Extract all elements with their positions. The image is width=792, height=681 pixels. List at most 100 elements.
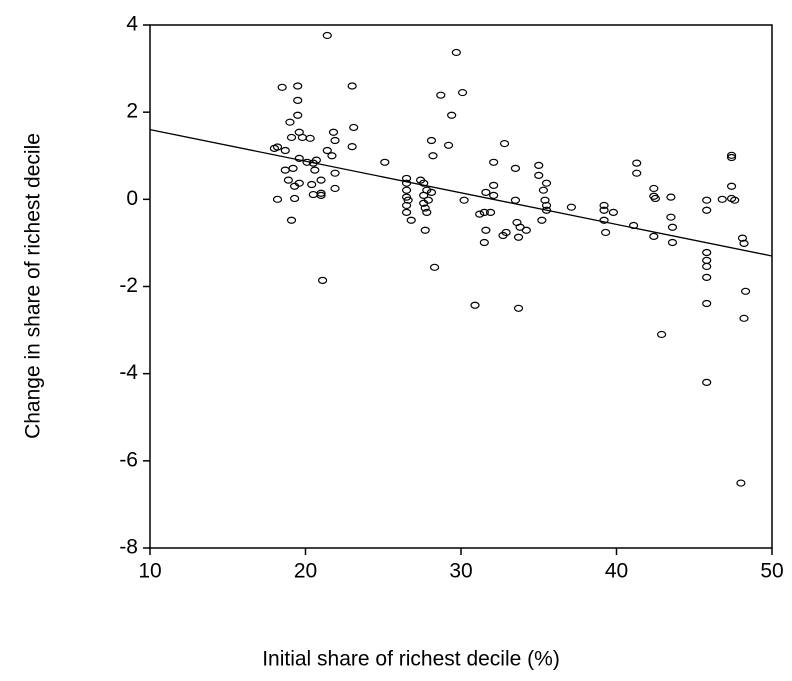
point xyxy=(347,82,357,90)
point xyxy=(272,143,283,151)
point xyxy=(601,228,611,237)
point xyxy=(649,184,659,193)
point xyxy=(537,216,547,224)
point xyxy=(272,195,283,203)
point xyxy=(288,164,298,172)
point xyxy=(322,146,332,155)
point xyxy=(457,88,468,97)
point xyxy=(510,196,521,204)
point xyxy=(513,304,524,312)
point xyxy=(667,238,678,247)
point xyxy=(308,190,318,199)
point xyxy=(316,191,326,200)
point xyxy=(330,136,340,145)
point xyxy=(599,216,609,224)
point xyxy=(297,133,307,142)
point xyxy=(534,171,544,179)
point xyxy=(401,208,412,217)
point xyxy=(513,233,524,241)
point xyxy=(327,152,337,160)
point xyxy=(293,111,303,119)
y-tick-label: 4 xyxy=(126,13,138,36)
point xyxy=(702,273,712,281)
x-tick-label: 50 xyxy=(760,560,783,583)
point xyxy=(501,228,511,237)
y-tick-label: 2 xyxy=(126,100,138,123)
point xyxy=(632,159,642,167)
point xyxy=(280,166,290,174)
point xyxy=(406,216,416,224)
point xyxy=(401,186,412,194)
plot-frame xyxy=(149,24,773,549)
x-tick-label: 20 xyxy=(294,560,317,583)
point xyxy=(401,201,412,210)
point xyxy=(510,164,521,172)
point xyxy=(479,208,489,217)
point xyxy=(702,378,712,386)
point xyxy=(608,208,618,217)
point xyxy=(739,239,749,247)
point xyxy=(666,193,676,201)
y-tick-label: -2 xyxy=(119,274,138,297)
point xyxy=(277,83,287,91)
point xyxy=(702,248,712,257)
point xyxy=(479,238,489,247)
x-axis-label: Initial share of richest decile (%) xyxy=(262,648,560,671)
point xyxy=(485,208,496,217)
point xyxy=(316,176,326,184)
point xyxy=(666,213,676,221)
point xyxy=(420,204,430,212)
point xyxy=(702,206,712,214)
point xyxy=(293,82,303,90)
point xyxy=(475,210,485,218)
point xyxy=(489,191,499,200)
point xyxy=(318,276,328,284)
point xyxy=(285,118,295,126)
point xyxy=(316,189,326,197)
point xyxy=(534,161,544,169)
point xyxy=(322,31,332,40)
point xyxy=(566,203,577,211)
point xyxy=(426,136,437,145)
point xyxy=(656,330,667,339)
y-tick-label: -8 xyxy=(119,536,138,559)
point xyxy=(541,206,552,214)
point xyxy=(599,206,609,214)
point xyxy=(443,141,454,149)
x-tick-label: 10 xyxy=(138,560,161,583)
point xyxy=(737,234,748,242)
point xyxy=(541,201,552,210)
point xyxy=(489,158,499,166)
point xyxy=(307,180,317,189)
point xyxy=(286,216,297,224)
y-tick-label: -6 xyxy=(119,448,138,471)
point xyxy=(538,186,549,194)
point xyxy=(422,186,432,194)
point xyxy=(422,208,432,217)
point xyxy=(426,188,437,196)
point xyxy=(632,169,642,177)
point xyxy=(290,194,300,203)
point xyxy=(481,188,491,196)
y-tick-label: 0 xyxy=(126,187,138,210)
point xyxy=(380,158,390,166)
point xyxy=(447,111,457,119)
point xyxy=(726,182,737,190)
point xyxy=(429,263,440,271)
point xyxy=(436,91,446,99)
point xyxy=(702,196,712,204)
point xyxy=(328,128,339,136)
point xyxy=(739,314,749,322)
point xyxy=(330,169,340,177)
point xyxy=(736,479,746,487)
point xyxy=(499,139,510,148)
point xyxy=(481,226,491,234)
point xyxy=(541,179,552,187)
point xyxy=(521,226,531,234)
point xyxy=(423,196,433,204)
point xyxy=(428,152,438,160)
point xyxy=(459,196,469,204)
point xyxy=(702,262,712,271)
point xyxy=(649,232,659,240)
